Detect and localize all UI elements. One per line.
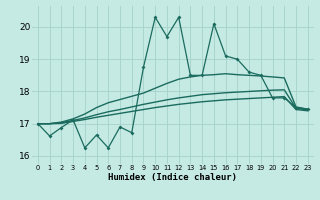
X-axis label: Humidex (Indice chaleur): Humidex (Indice chaleur) — [108, 173, 237, 182]
